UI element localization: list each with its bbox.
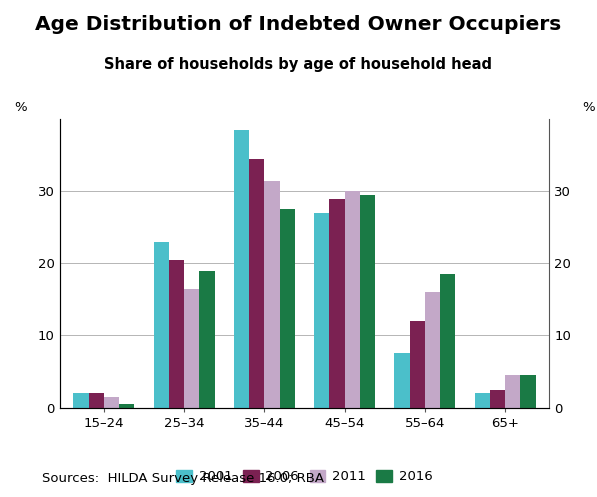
Bar: [249, 159, 264, 408]
Bar: [279, 209, 295, 408]
Bar: [119, 404, 134, 408]
Bar: [475, 393, 490, 408]
Bar: [314, 213, 330, 408]
Bar: [521, 375, 536, 408]
Text: Sources:  HILDA Survey Release 16.0; RBA: Sources: HILDA Survey Release 16.0; RBA: [42, 472, 324, 485]
Bar: [410, 321, 425, 408]
Bar: [440, 274, 456, 408]
Bar: [184, 289, 199, 408]
Bar: [234, 130, 249, 408]
Bar: [505, 375, 521, 408]
Text: Age Distribution of Indebted Owner Occupiers: Age Distribution of Indebted Owner Occup…: [35, 15, 562, 34]
Bar: [199, 270, 214, 408]
Bar: [344, 191, 360, 408]
Text: %: %: [582, 100, 595, 113]
Bar: [104, 397, 119, 408]
Text: %: %: [14, 100, 27, 113]
Bar: [360, 195, 375, 408]
Bar: [88, 393, 104, 408]
Bar: [153, 242, 169, 408]
Bar: [169, 260, 184, 408]
Bar: [264, 180, 279, 408]
Legend: 2001, 2006, 2011, 2016: 2001, 2006, 2011, 2016: [171, 465, 438, 489]
Bar: [330, 198, 344, 408]
Bar: [73, 393, 88, 408]
Bar: [425, 292, 440, 408]
Bar: [395, 353, 410, 408]
Bar: [490, 390, 505, 408]
Text: Share of households by age of household head: Share of households by age of household …: [104, 57, 493, 72]
